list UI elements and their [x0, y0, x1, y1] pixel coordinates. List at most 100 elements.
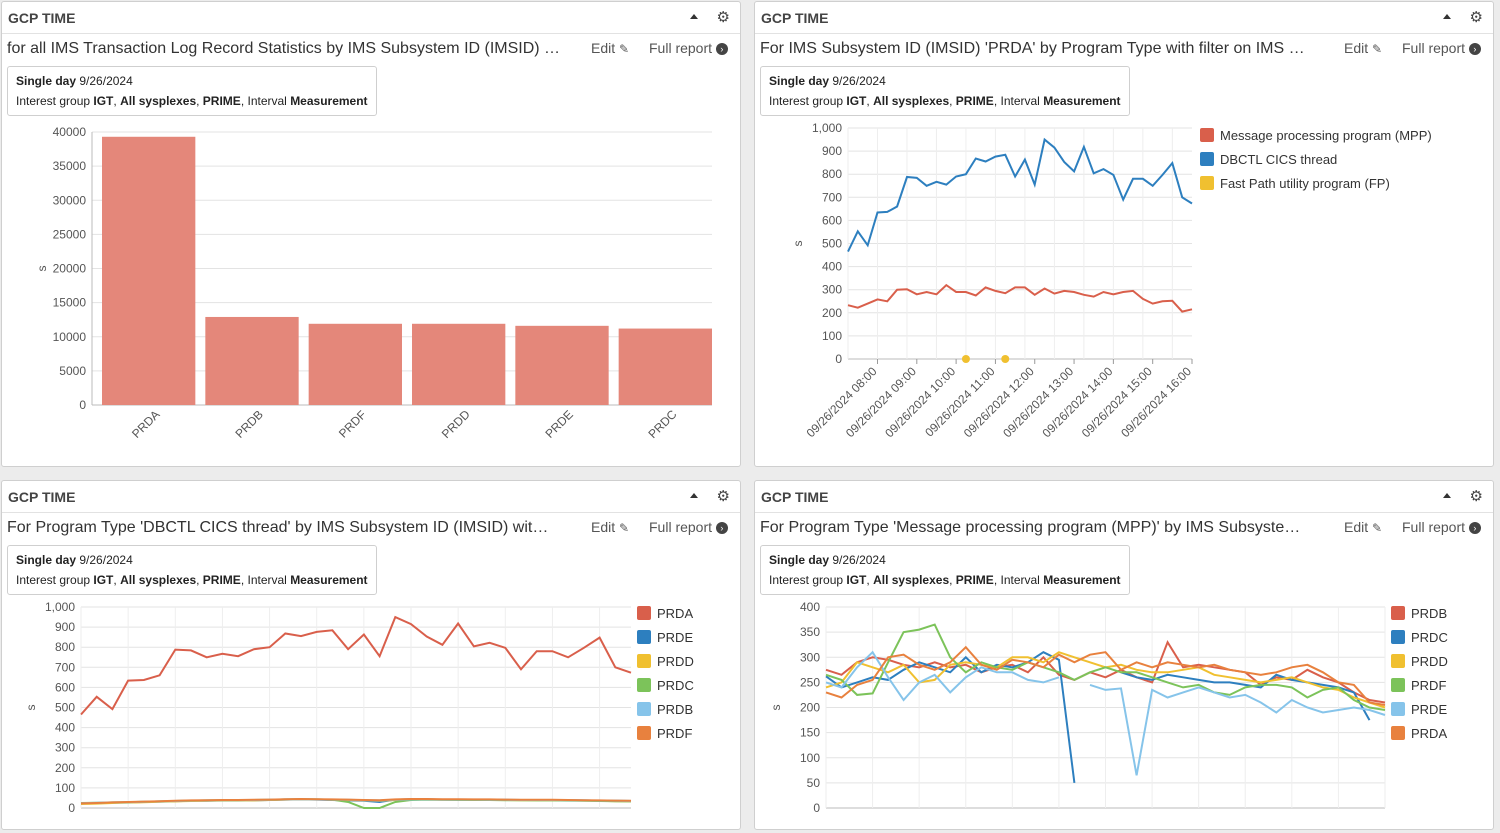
y-tick-label: 30000	[53, 193, 87, 207]
arrow-circle-right-icon: ›	[1468, 522, 1481, 535]
collapse-caret-icon[interactable]	[1443, 493, 1451, 498]
y-axis-label: s	[791, 241, 805, 247]
gear-icon[interactable]: ⚙	[1469, 9, 1483, 26]
gear-icon[interactable]: ⚙	[716, 488, 730, 505]
report-subtitle: For Program Type 'Message processing pro…	[760, 519, 1301, 536]
x-tick-label: PRDD	[439, 407, 473, 441]
edit-icon: ✎	[1372, 521, 1383, 535]
full-report-label: Full report	[1402, 40, 1466, 56]
widget-header: GCP TIME ⚙	[2, 2, 740, 34]
interval-value: Measurement	[290, 573, 368, 587]
y-tick-label: 500	[55, 701, 75, 715]
arrow-circle-right-icon: ›	[715, 43, 728, 56]
full-report-link[interactable]: Full report ›	[1402, 519, 1481, 535]
y-tick-label: 500	[822, 237, 842, 251]
full-report-link[interactable]: Full report ›	[649, 519, 728, 535]
legend-swatch	[1391, 726, 1405, 740]
x-tick-label: 09/26/2024 12:00	[961, 364, 1037, 440]
interval-label: Interval	[247, 94, 287, 108]
interval-value: Measurement	[1043, 94, 1121, 108]
full-report-label: Full report	[649, 519, 713, 535]
y-tick-label: 350	[800, 625, 820, 639]
collapse-caret-icon[interactable]	[1443, 14, 1451, 19]
scope-box: Single day 9/26/2024 Interest group IGT,…	[7, 545, 377, 595]
y-tick-label: 800	[822, 167, 842, 181]
data-point	[1001, 355, 1010, 363]
widget-panel-1: GCP TIME ⚙ For IMS Subsystem ID (IMSID) …	[754, 1, 1494, 467]
ig-label: Interest group	[769, 94, 844, 108]
y-tick-label: 300	[800, 650, 820, 664]
range-label: Single day	[16, 553, 77, 567]
y-axis-label: s	[24, 705, 38, 711]
data-point	[961, 355, 970, 363]
legend-label: PRDC	[1411, 630, 1448, 645]
edit-link[interactable]: Edit ✎	[591, 519, 629, 535]
legend-label: PRDF	[657, 726, 692, 741]
y-tick-label: 700	[55, 660, 75, 674]
bar	[205, 316, 299, 405]
legend-swatch	[637, 702, 651, 716]
sysplex-value: All sysplexes	[120, 573, 197, 587]
y-axis-label: s	[769, 705, 783, 711]
legend-swatch	[1200, 152, 1214, 166]
legend-swatch	[1391, 654, 1405, 668]
bar-chart: 0 5000 10000 15000 20000 25000 30000 35000 40000…	[35, 125, 712, 441]
edit-link[interactable]: Edit ✎	[1344, 519, 1382, 535]
full-report-label: Full report	[1402, 519, 1466, 535]
scope-box: Single day 9/26/2024 Interest group IGT,…	[760, 66, 1130, 116]
edit-link[interactable]: Edit ✎	[591, 40, 629, 56]
legend-swatch	[637, 726, 651, 740]
range-date: 9/26/2024	[832, 553, 886, 567]
full-report-link[interactable]: Full report ›	[649, 40, 728, 56]
range-date: 9/26/2024	[79, 74, 133, 88]
y-tick-label: 1,000	[45, 600, 75, 614]
series-line	[847, 137, 1193, 253]
prime-value: PRIME	[955, 94, 994, 108]
y-tick-label: 400	[800, 600, 820, 614]
x-tick-label: PRDC	[646, 407, 680, 441]
y-tick-label: 600	[822, 213, 842, 227]
full-report-link[interactable]: Full report ›	[1402, 40, 1481, 56]
y-tick-label: 800	[55, 640, 75, 654]
y-tick-label: 100	[55, 781, 75, 795]
ig-label: Interest group	[769, 573, 844, 587]
legend-label: DBCTL CICS thread	[1220, 152, 1337, 167]
y-tick-label: 900	[55, 620, 75, 634]
y-tick-label: 400	[822, 260, 842, 274]
legend-swatch	[1391, 630, 1405, 644]
line-chart: 0 50 100 150 200 250 300 350 400 s PRDB PRDC PRDD PRD…	[769, 600, 1448, 815]
x-tick-label: 09/26/2024 14:00	[1040, 364, 1116, 440]
legend-label: PRDB	[1411, 606, 1447, 621]
y-tick-label: 200	[800, 701, 820, 715]
x-tick-label: 09/26/2024 11:00	[922, 364, 998, 440]
series-line	[847, 283, 1193, 313]
collapse-caret-icon[interactable]	[690, 14, 698, 19]
ig-value: IGT	[846, 573, 867, 587]
x-tick-label: PRDF	[336, 408, 369, 441]
prime-value: PRIME	[202, 94, 241, 108]
y-tick-label: 900	[822, 144, 842, 158]
report-subtitle: For Program Type 'DBCTL CICS thread' by …	[7, 519, 549, 536]
widget-panel-0: GCP TIME ⚙ for all IMS Transaction Log R…	[1, 1, 741, 467]
edit-link[interactable]: Edit ✎	[1344, 40, 1382, 56]
y-tick-label: 20000	[53, 262, 87, 276]
line-chart: 0 100 200 300 400 500 600 700 800 900 1,000 s PRDA PR…	[24, 600, 694, 815]
range-label: Single day	[16, 74, 77, 88]
bar	[308, 323, 402, 405]
interval-value: Measurement	[1043, 573, 1121, 587]
y-tick-label: 0	[813, 801, 820, 815]
x-tick-label: PRDB	[232, 407, 265, 440]
x-tick-label: PRDE	[542, 407, 575, 440]
gear-icon[interactable]: ⚙	[716, 9, 730, 26]
edit-icon: ✎	[1372, 42, 1383, 56]
y-tick-label: 0	[835, 352, 842, 366]
edit-icon: ✎	[619, 521, 630, 535]
legend-label: Message processing program (MPP)	[1220, 128, 1432, 143]
gear-icon[interactable]: ⚙	[1469, 488, 1483, 505]
scope-box: Single day 9/26/2024 Interest group IGT,…	[7, 66, 377, 116]
widget-header: GCP TIME ⚙	[755, 2, 1493, 34]
y-tick-label: 400	[55, 721, 75, 735]
collapse-caret-icon[interactable]	[690, 493, 698, 498]
edit-label: Edit	[591, 40, 616, 56]
range-label: Single day	[769, 74, 830, 88]
